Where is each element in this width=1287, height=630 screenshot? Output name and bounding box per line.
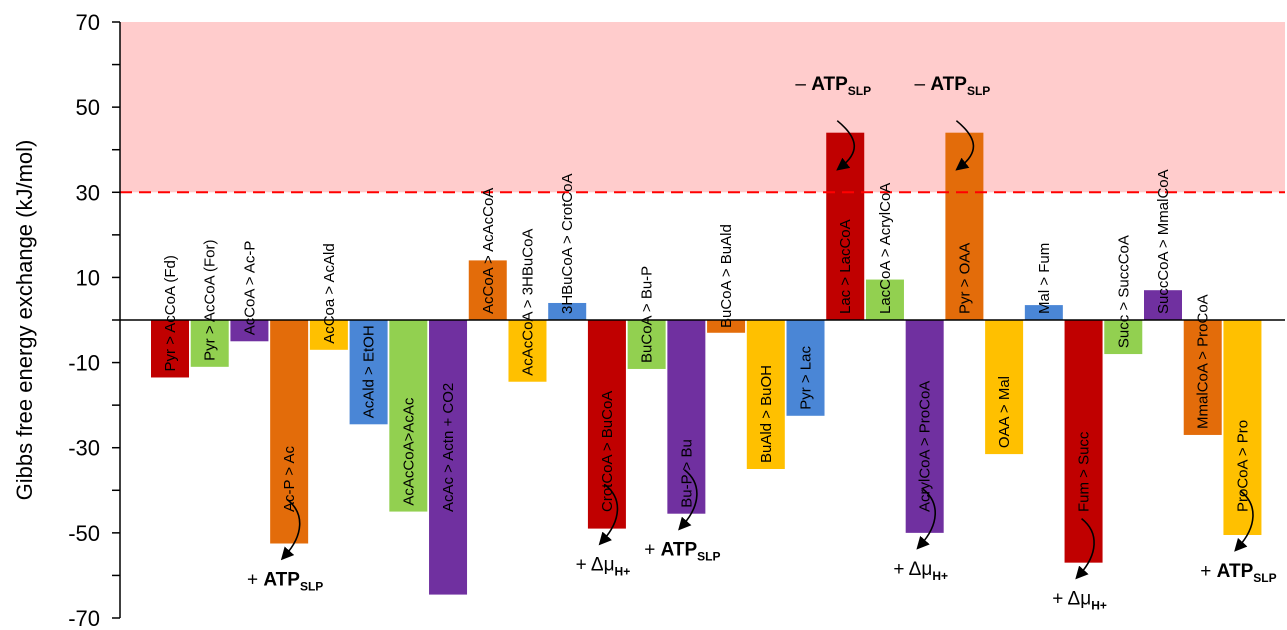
bar-label-10: AcAcCoA > 3HBuCoA — [519, 229, 536, 376]
annotation-4: – ATPSLP — [795, 74, 871, 98]
bar-20 — [905, 320, 944, 533]
annotation-3: + ATPSLP — [644, 540, 720, 564]
bar-28 — [1223, 320, 1262, 535]
bar-label-28: ProCoA > Pro — [1234, 420, 1251, 512]
bar-label-11: 3HBuCoA > CrotCoA — [559, 174, 576, 315]
annotation-arrow-7 — [1075, 518, 1095, 580]
bar-15 — [707, 320, 746, 333]
annotation-arrow-3 — [678, 469, 698, 531]
bar-label-22: OAA > Mal — [996, 376, 1013, 448]
bar-label-16: BuAld > BuOH — [758, 365, 775, 463]
annotation-7: + ΔμH+ — [1052, 589, 1107, 613]
y-axis-label: Gibbs free energy exchange (kJ/mol) — [12, 140, 37, 501]
bar-17 — [786, 320, 825, 416]
bars-group — [151, 132, 1262, 595]
bar-6 — [349, 320, 388, 425]
bar-label-20: AcrylCoA > ProCoA — [917, 381, 934, 512]
bar-label-27: MmalCoA > ProCoA — [1195, 294, 1212, 429]
bar-label-24: Fum > Succ — [1076, 431, 1093, 512]
bar-2 — [190, 320, 229, 367]
bar-1 — [151, 320, 189, 378]
y-tick-label: 70 — [76, 10, 100, 35]
bar-label-15: BuCoA > BuAld — [718, 224, 735, 328]
bar-label-2: Pyr > AcCoA (For) — [202, 240, 219, 361]
bar-label-7: AcAcCoA>AcAc — [400, 397, 417, 505]
bar-7 — [389, 320, 428, 512]
y-axis: 70 50 30 10 -10 -30 -50 -70 — [68, 10, 121, 630]
bar-5 — [309, 320, 348, 350]
annotation-6: – ATPSLP — [915, 74, 991, 98]
bar-label-21: Pyr > OAA — [956, 243, 973, 314]
bar-19 — [865, 279, 904, 320]
y-tick-label: -30 — [68, 436, 100, 461]
bar-label-8: AcAc > Actn + CO2 — [440, 383, 457, 512]
annotation-arrow-8 — [1234, 490, 1254, 552]
bar-24 — [1064, 320, 1103, 563]
bar-label-19: LacCoA > AcrylCoA — [877, 183, 894, 314]
bar-22 — [985, 320, 1024, 455]
bar-8 — [429, 320, 468, 595]
bar-25 — [1104, 320, 1143, 355]
annotations-group: + ATPSLP + ΔμH+ + ATPSLP – ATPSLP + ΔμH+ – AT… — [247, 74, 1277, 613]
annotation-arrow-1 — [280, 498, 301, 561]
y-tick-label: -10 — [68, 351, 100, 376]
bar-label-5: AcCoa > AcAld — [321, 243, 338, 343]
y-tick-label: 50 — [76, 95, 100, 120]
bar-9 — [468, 260, 507, 320]
bar-label-1: Pyr > AcCoA (Fd) — [162, 255, 179, 371]
annotation-1: + ATPSLP — [247, 570, 323, 594]
bar-23 — [1024, 305, 1063, 320]
annotation-5: + ΔμH+ — [893, 559, 948, 583]
annotation-arrow-2 — [598, 483, 619, 546]
bar-label-6: AcAld > EtOH — [361, 325, 378, 418]
bar-13 — [627, 320, 666, 369]
bar-16 — [746, 320, 785, 469]
bar-12 — [587, 320, 626, 529]
bar-label-3: AcCoA > Ac-P — [241, 241, 258, 336]
bar-label-26: SuccCoA > MmalCoA — [1155, 169, 1172, 314]
bar-label-14: Bu-P > Bu — [678, 439, 695, 508]
y-tick-label: 30 — [76, 180, 100, 205]
bar-26 — [1144, 290, 1182, 320]
y-tick-label: -70 — [68, 606, 100, 630]
bar-label-13: BuCoA > Bu-P — [639, 266, 656, 363]
bar-label-12: CrotCoA > BuCoA — [599, 391, 616, 512]
bar-label-25: Succ > SuccCoA — [1115, 235, 1132, 348]
y-tick-label: -50 — [68, 521, 100, 546]
bar-labels-group: Pyr > AcCoA (Fd) Pyr > AcCoA (For) AcCoA >… — [162, 169, 1251, 512]
bar-4 — [270, 320, 309, 544]
bar-label-18: Lac > LacCoA — [837, 219, 854, 314]
bar-label-17: Pyr > Lac — [798, 346, 815, 410]
bar-27 — [1183, 320, 1222, 435]
bar-11 — [548, 302, 587, 320]
bar-3 — [230, 320, 269, 342]
bar-14 — [667, 320, 706, 514]
annotation-arrow-6 — [955, 120, 975, 171]
unfavorable-region — [120, 22, 1285, 193]
annotation-arrow-5 — [916, 488, 936, 550]
bar-10 — [508, 320, 547, 382]
bar-label-9: AcCoA > AcAcCoA — [480, 188, 497, 314]
bar-label-23: Mal > Fum — [1036, 243, 1053, 314]
annotation-2: + ΔμH+ — [576, 555, 631, 579]
annotation-8: + ATPSLP — [1200, 561, 1276, 585]
y-tick-label: 10 — [76, 265, 100, 290]
annotation-arrow-4 — [836, 120, 856, 171]
bar-label-4: Ac-P > Ac — [281, 445, 298, 512]
